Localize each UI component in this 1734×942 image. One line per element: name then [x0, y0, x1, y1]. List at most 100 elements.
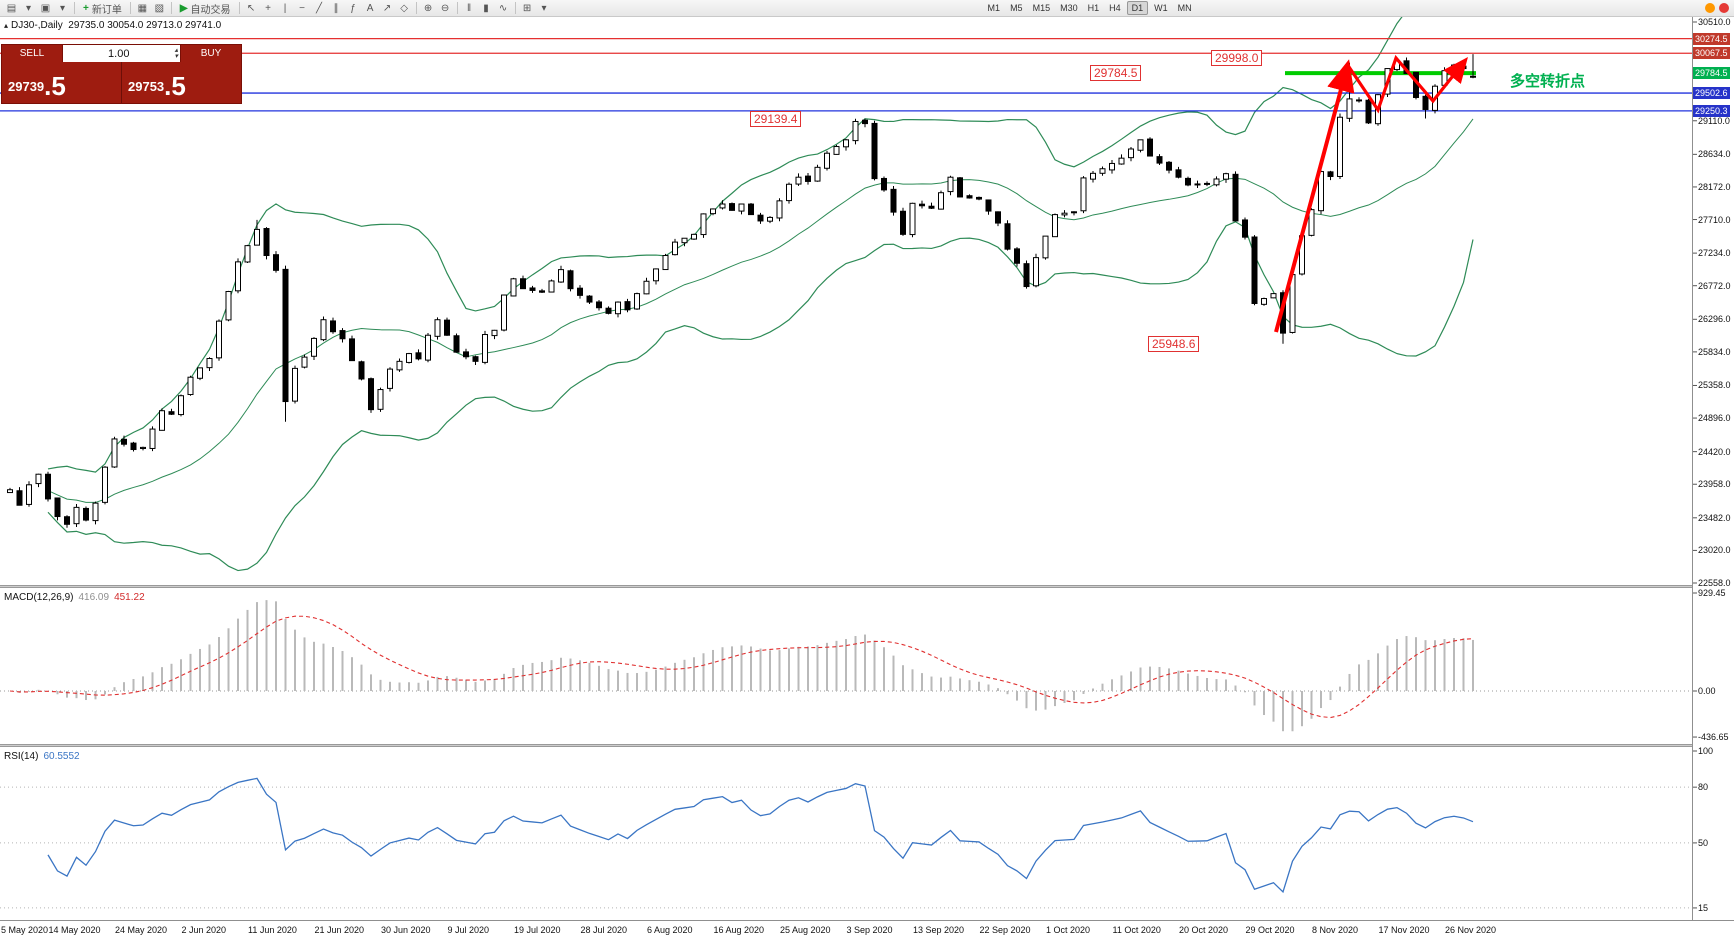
templates-dropdown-icon[interactable]: ▾ [541, 2, 547, 14]
vertical-line-icon[interactable]: | [283, 2, 287, 14]
sell-price-frac: .5 [44, 71, 66, 101]
new-chart-dropdown-icon[interactable]: ▾ [25, 2, 32, 14]
timeframe-button-h1[interactable]: H1 [1087, 3, 1100, 13]
pivot-note-text[interactable]: 多空转折点 [1510, 73, 1586, 90]
price-axis-label: 23958.0 [1698, 479, 1731, 490]
new-chart-icon[interactable]: ▤ [6, 2, 17, 14]
panel-divider-macd[interactable] [0, 585, 1692, 588]
date-axis-label: 24 May 2020 [115, 925, 168, 935]
price-annotation-label[interactable]: 25948.6 [1148, 335, 1200, 352]
date-axis-label: 30 Jun 2020 [381, 925, 431, 935]
macd-axis-label: 0.00 [1698, 686, 1716, 696]
new-order-button-label: 新订单 [91, 4, 122, 16]
price-axis-tag: 30274.5 [1693, 32, 1730, 45]
timeframe-button-mn[interactable]: MN [1177, 3, 1192, 13]
date-axis-label: 14 May 2020 [48, 925, 101, 935]
timeframe-button-m1[interactable]: M1 [987, 3, 1001, 13]
date-axis-label: 11 Jun 2020 [248, 925, 297, 935]
shapes-icon[interactable]: ◇ [400, 2, 408, 14]
trendline-icon[interactable]: ╱ [316, 2, 323, 14]
price-axis-label: 24896.0 [1698, 413, 1731, 424]
macd-axis-label: -436.65 [1698, 732, 1729, 743]
profiles-dropdown-icon[interactable]: ▾ [59, 2, 66, 14]
price-axis-label: 26772.0 [1698, 280, 1731, 291]
macd-main-value: 416.09 [78, 592, 110, 603]
channel-icon[interactable]: ∥ [333, 2, 339, 14]
line-chart-icon[interactable]: ∿ [498, 2, 508, 14]
date-axis-label: 29 Oct 2020 [1245, 925, 1295, 935]
bar-chart-icon[interactable]: ‖ [466, 2, 472, 14]
price-axis-label: 26296.0 [1698, 314, 1731, 325]
arrows-icon[interactable]: ↗ [382, 2, 392, 14]
profiles-icon[interactable]: ▣ [40, 2, 51, 14]
connection-status-icon[interactable] [1705, 3, 1715, 13]
timeframe-button-h4[interactable]: H4 [1109, 3, 1121, 13]
candle-chart-icon[interactable]: ▮ [483, 2, 489, 14]
toolbar-separator [514, 2, 516, 14]
toolbar-separator [456, 2, 458, 14]
price-annotation-label[interactable]: 29784.5 [1090, 65, 1142, 82]
price-annotation-label[interactable]: 29139.4 [750, 110, 802, 127]
rsi-name: RSI(14) [4, 751, 39, 762]
buy-button[interactable]: BUY [181, 45, 241, 62]
timeframe-button-m30[interactable]: M30 [1060, 3, 1078, 13]
date-axis-label: 2 Jun 2020 [181, 925, 227, 935]
panel-divider-rsi[interactable] [0, 744, 1692, 747]
price-axis-label: 23482.0 [1698, 512, 1731, 523]
rsi-axis-label: 50 [1698, 837, 1709, 848]
rsi-axis-label: 15 [1698, 902, 1709, 913]
volume-value[interactable]: 1.00 [108, 47, 130, 60]
zoom-in-icon[interactable]: ⊕ [423, 2, 433, 14]
date-axis-label: 22 Sep 2020 [979, 925, 1031, 935]
price-axis-label: 29110.0 [1698, 115, 1730, 126]
date-axis-label: 21 Jun 2020 [314, 925, 365, 935]
timeframe-button-m5[interactable]: M5 [1010, 3, 1023, 13]
toolbar-separator [238, 2, 240, 14]
volume-up-icon[interactable]: ▴ [174, 46, 178, 54]
buy-price-main: 29753 [128, 79, 165, 94]
price-axis-border [1692, 17, 1693, 920]
date-axis-label: 13 Sep 2020 [913, 925, 965, 935]
volume-down-icon[interactable]: ▾ [174, 52, 178, 60]
date-axis-label: 6 Aug 2020 [647, 925, 693, 935]
volume-input[interactable]: 1.00 ▴ ▾ [62, 45, 181, 62]
zoom-out-icon[interactable]: ⊖ [440, 2, 450, 14]
text-icon[interactable]: A [366, 2, 374, 14]
autotrade-button[interactable]: ▶ 自动交易 [175, 1, 236, 16]
indicators-icon[interactable]: ⊞ [522, 2, 532, 14]
navigator-icon[interactable]: ▧ [154, 2, 165, 14]
sell-price-button[interactable]: 29739.5 [2, 62, 121, 103]
timeframe-button-d1[interactable]: D1 [1126, 1, 1149, 15]
price-axis-label: 25834.0 [1698, 346, 1731, 357]
date-axis[interactable] [0, 920, 1734, 942]
price-axis-tag: 29502.6 [1693, 87, 1730, 100]
crosshair-icon[interactable]: + [265, 2, 271, 14]
price-axis-tag: 30067.5 [1693, 47, 1730, 60]
price-axis-label: 23020.0 [1698, 545, 1731, 556]
timeframe-button-w1[interactable]: W1 [1154, 3, 1168, 13]
price-axis-label: 27234.0 [1698, 248, 1731, 259]
price-annotation-label[interactable]: 29998.0 [1211, 50, 1263, 67]
rsi-label: RSI(14) 60.5552 [4, 751, 80, 762]
sell-button[interactable]: SELL [2, 45, 62, 62]
toolbar-separator [74, 2, 75, 14]
new-order-icon: + [83, 2, 89, 14]
date-axis-label: 25 Aug 2020 [780, 925, 831, 935]
cursor-icon[interactable]: ↖ [246, 2, 256, 14]
macd-label: MACD(12,26,9) 416.09 451.22 [4, 592, 145, 603]
one-click-trading-panel: SELL 1.00 ▴ ▾ BUY 29739.5 29753.5 [1, 44, 242, 104]
alert-status-icon[interactable] [1719, 3, 1729, 13]
price-axis-label: 22558.0 [1698, 578, 1731, 588]
market-watch-icon[interactable]: ▦ [137, 2, 148, 14]
fibonacci-icon[interactable]: ƒ [350, 2, 356, 14]
collapse-icon[interactable]: ▴ [4, 21, 9, 30]
date-axis-label: 3 Sep 2020 [846, 925, 893, 935]
timeframe-button-m15[interactable]: M15 [1032, 3, 1051, 13]
buy-price-button[interactable]: 29753.5 [122, 62, 241, 103]
horizontal-line-icon[interactable]: − [299, 2, 305, 14]
price-axis-label: 24420.0 [1698, 446, 1731, 457]
new-order-button[interactable]: + 新订单 [78, 1, 127, 16]
